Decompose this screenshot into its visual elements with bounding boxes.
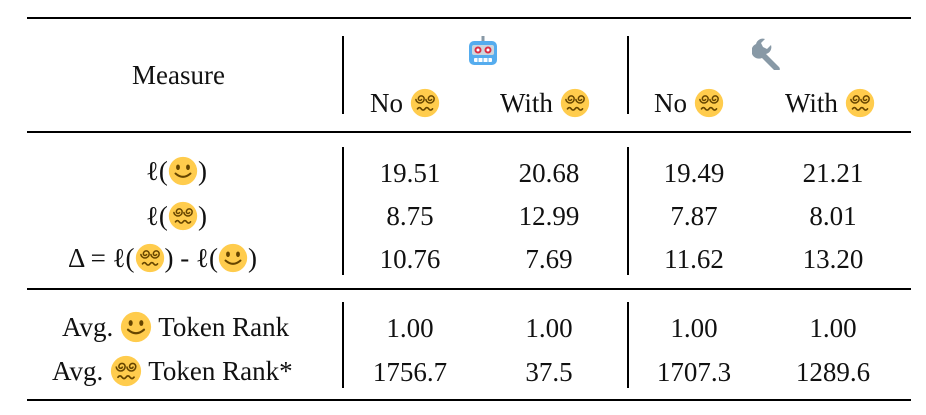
col-header-robot-no: No — [370, 88, 440, 121]
separator-right-rank — [627, 302, 629, 388]
dizzy-face-icon — [560, 88, 590, 118]
separator-left-header — [342, 36, 344, 114]
col-header-wrench-with: With — [785, 88, 875, 121]
row-label-avg-dizzy-rank: Avg. Token Rank* — [52, 355, 293, 387]
separator-right-header — [627, 36, 629, 114]
cell-value: 11.62 — [664, 244, 724, 274]
cell-value: 1.00 — [809, 313, 857, 343]
cell-value: 21.21 — [802, 158, 864, 188]
cell-value: 1.00 — [386, 313, 434, 343]
col-header-wrench-no: No — [654, 88, 724, 121]
cell-value: 8.75 — [386, 201, 434, 231]
cell-value: 1707.3 — [656, 357, 732, 387]
col-header-robot-with: With — [500, 88, 590, 121]
dizzy-face-icon — [845, 88, 875, 118]
row-label-delta: Δ = ℓ() - ℓ() — [68, 243, 257, 273]
dizzy-face-icon — [135, 243, 165, 273]
row-label-loss-smile: ℓ() — [146, 156, 207, 186]
cell-value: 7.69 — [525, 244, 573, 274]
row-label-loss-dizzy: ℓ() — [146, 201, 207, 231]
cell-value: 19.49 — [663, 158, 725, 188]
cell-value: 19.51 — [379, 158, 441, 188]
slightly-smiling-face-icon — [120, 311, 152, 343]
dizzy-face-icon — [694, 88, 724, 118]
cell-value: 8.01 — [809, 201, 857, 231]
cell-value: 1.00 — [670, 313, 718, 343]
separator-left-loss — [342, 147, 344, 275]
dizzy-face-icon — [110, 355, 142, 387]
cell-value: 1.00 — [525, 313, 573, 343]
cell-value: 20.68 — [518, 158, 580, 188]
header-rule — [27, 131, 911, 133]
measure-header: Measure — [132, 60, 225, 90]
slightly-smiling-face-icon — [168, 156, 198, 186]
wrench-icon — [751, 36, 786, 75]
top-rule — [27, 17, 911, 20]
separator-right-loss — [627, 147, 629, 275]
mid-rule — [27, 288, 911, 290]
cell-value: 10.76 — [379, 244, 441, 274]
cell-value: 12.99 — [518, 201, 580, 231]
separator-left-rank — [342, 302, 344, 388]
cell-value: 1756.7 — [372, 357, 448, 387]
cell-value: 13.20 — [802, 244, 864, 274]
cell-value: 37.5 — [525, 357, 573, 387]
slightly-smiling-face-icon — [218, 243, 248, 273]
robot-face-icon — [468, 36, 498, 73]
row-label-avg-smile-rank: Avg. Token Rank — [62, 311, 290, 343]
dizzy-face-icon — [168, 201, 198, 231]
bottom-rule — [27, 399, 911, 402]
cell-value: 7.87 — [670, 201, 718, 231]
dizzy-face-icon — [410, 88, 440, 118]
cell-value: 1289.6 — [795, 357, 871, 387]
